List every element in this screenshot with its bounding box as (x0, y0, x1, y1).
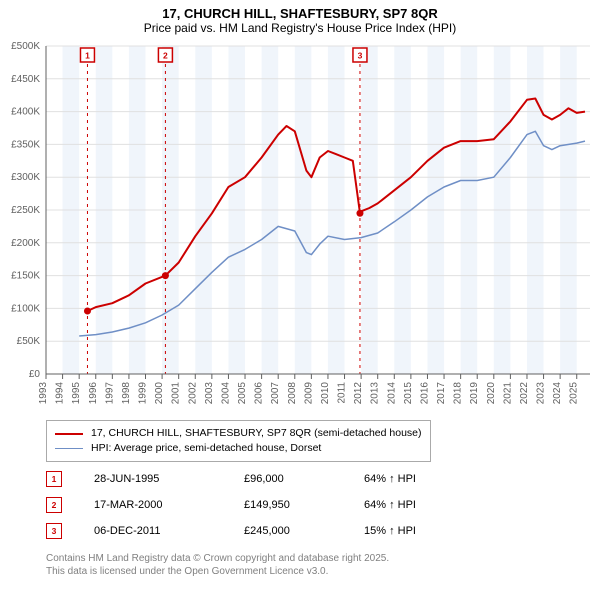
svg-text:2017: 2017 (436, 382, 447, 405)
svg-text:1997: 1997 (104, 382, 115, 405)
event-hpi: 64% ↑ HPI (364, 473, 484, 485)
svg-text:2013: 2013 (370, 382, 381, 405)
event-marker-icon: 2 (46, 497, 62, 513)
legend: 17, CHURCH HILL, SHAFTESBURY, SP7 8QR (s… (46, 420, 431, 462)
svg-text:2015: 2015 (403, 382, 414, 405)
legend-swatch (55, 433, 83, 435)
event-hpi: 64% ↑ HPI (364, 499, 484, 511)
svg-text:£400K: £400K (11, 107, 40, 118)
chart-container: 17, CHURCH HILL, SHAFTESBURY, SP7 8QR Pr… (0, 0, 600, 590)
event-price: £245,000 (244, 525, 364, 537)
svg-text:£350K: £350K (11, 139, 40, 150)
svg-text:2007: 2007 (270, 382, 281, 405)
svg-text:£300K: £300K (11, 172, 40, 183)
event-marker-icon: 3 (46, 523, 62, 539)
events-table: 1 28-JUN-1995 £96,000 64% ↑ HPI 2 17-MAR… (46, 466, 484, 544)
event-hpi: 15% ↑ HPI (364, 525, 484, 537)
svg-text:2022: 2022 (519, 382, 530, 405)
legend-item: HPI: Average price, semi-detached house,… (55, 441, 422, 456)
svg-text:2025: 2025 (569, 382, 580, 405)
event-date: 17-MAR-2000 (94, 499, 244, 511)
svg-text:2021: 2021 (502, 382, 513, 405)
svg-text:2001: 2001 (171, 382, 182, 405)
attribution-line: Contains HM Land Registry data © Crown c… (46, 552, 389, 565)
svg-text:2014: 2014 (386, 382, 397, 405)
svg-text:1999: 1999 (138, 382, 149, 405)
legend-label: HPI: Average price, semi-detached house,… (91, 441, 321, 456)
event-price: £149,950 (244, 499, 364, 511)
chart-svg: £0 £50K £100K £150K £200K £250K £300K £350K £400… (0, 42, 600, 414)
svg-text:2010: 2010 (320, 382, 331, 405)
chart-title: 17, CHURCH HILL, SHAFTESBURY, SP7 8QR (0, 6, 600, 21)
svg-text:£450K: £450K (11, 74, 40, 85)
legend-item: 17, CHURCH HILL, SHAFTESBURY, SP7 8QR (s… (55, 426, 422, 441)
attribution: Contains HM Land Registry data © Crown c… (46, 552, 389, 578)
svg-text:2005: 2005 (237, 382, 248, 405)
svg-text:2002: 2002 (187, 382, 198, 405)
event-price: £96,000 (244, 473, 364, 485)
chart-area: £0 £50K £100K £150K £200K £250K £300K £350K £400… (0, 42, 600, 414)
svg-text:2018: 2018 (453, 382, 464, 405)
svg-text:1993: 1993 (38, 382, 49, 405)
attribution-line: This data is licensed under the Open Gov… (46, 565, 389, 578)
svg-text:£50K: £50K (17, 336, 41, 347)
svg-text:2000: 2000 (154, 382, 165, 405)
svg-text:1: 1 (85, 51, 90, 61)
svg-text:2: 2 (163, 51, 168, 61)
event-row: 2 17-MAR-2000 £149,950 64% ↑ HPI (46, 492, 484, 518)
svg-text:£250K: £250K (11, 205, 40, 216)
svg-text:2016: 2016 (419, 382, 430, 405)
svg-text:2011: 2011 (337, 382, 348, 404)
svg-text:1995: 1995 (71, 382, 82, 405)
svg-text:2019: 2019 (469, 382, 480, 405)
svg-text:£500K: £500K (11, 42, 40, 52)
chart-titles: 17, CHURCH HILL, SHAFTESBURY, SP7 8QR Pr… (0, 0, 600, 35)
svg-text:2006: 2006 (254, 382, 265, 405)
event-marker-icon: 1 (46, 471, 62, 487)
svg-text:1998: 1998 (121, 382, 132, 405)
event-row: 1 28-JUN-1995 £96,000 64% ↑ HPI (46, 466, 484, 492)
svg-text:3: 3 (358, 51, 363, 61)
event-date: 28-JUN-1995 (94, 473, 244, 485)
svg-text:2020: 2020 (486, 382, 497, 405)
svg-text:2023: 2023 (536, 382, 547, 405)
svg-text:2008: 2008 (287, 382, 298, 405)
svg-text:1996: 1996 (88, 382, 99, 405)
svg-text:2024: 2024 (552, 382, 563, 405)
svg-text:1994: 1994 (55, 382, 66, 405)
chart-subtitle: Price paid vs. HM Land Registry's House … (0, 21, 600, 35)
legend-label: 17, CHURCH HILL, SHAFTESBURY, SP7 8QR (s… (91, 426, 422, 441)
event-date: 06-DEC-2011 (94, 525, 244, 537)
svg-text:£100K: £100K (11, 303, 40, 314)
svg-text:£0: £0 (29, 369, 41, 380)
svg-text:£200K: £200K (11, 238, 40, 249)
legend-swatch (55, 448, 83, 449)
svg-text:2009: 2009 (303, 382, 314, 405)
svg-text:£150K: £150K (11, 271, 40, 282)
svg-text:2004: 2004 (220, 382, 231, 405)
svg-text:2012: 2012 (353, 382, 364, 405)
svg-text:2003: 2003 (204, 382, 215, 405)
event-row: 3 06-DEC-2011 £245,000 15% ↑ HPI (46, 518, 484, 544)
